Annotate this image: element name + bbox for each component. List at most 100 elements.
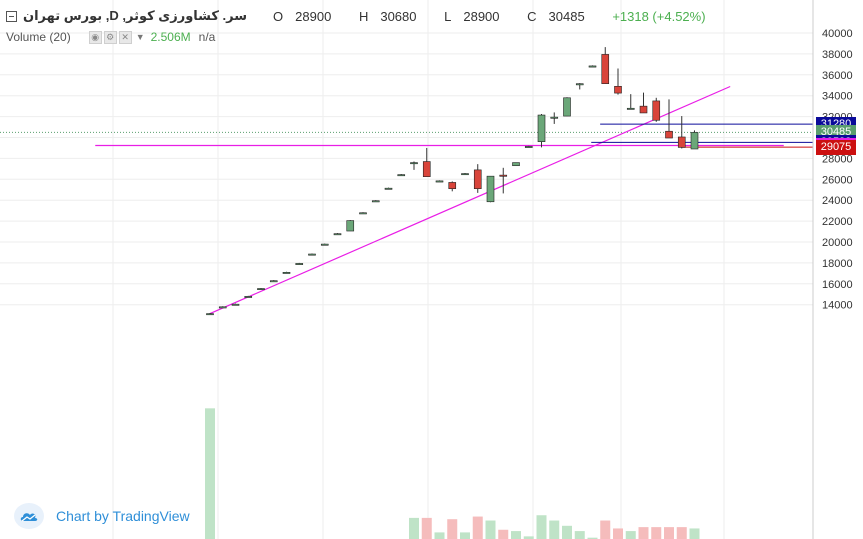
close-icon[interactable]: ✕ [118,30,132,44]
volume-bar [600,520,611,539]
candle [269,280,278,283]
candle-body [359,212,367,215]
candle-body [218,306,227,309]
candle-body [231,303,240,306]
candle-body [384,187,393,190]
candle-body [550,116,559,119]
candle-body [206,313,214,316]
candle [333,233,342,236]
candle-body [486,175,495,203]
candle [665,99,673,139]
candle [512,162,520,167]
low-value: 28900 [463,8,500,24]
candle-body [320,243,329,246]
tradingview-watermark[interactable]: Chart by TradingView [14,503,190,529]
candle-body [410,162,418,165]
volume-bar [421,517,432,539]
open-label: O [273,8,284,24]
candle [588,65,597,68]
y-tick-label: 26000 [822,174,853,186]
volume-bar [205,408,215,539]
chart-grid [0,0,813,539]
candle [397,174,406,177]
y-tick-label: 14000 [822,300,853,312]
candle [320,243,329,246]
candle [601,47,610,84]
y-tick-label: 24000 [822,195,853,207]
ohlc-values: O 28900 H 30680 L 28900 C 30485 +1318 (+4.52… [273,9,718,24]
volume-bar [536,515,547,539]
volume-value: 2.506M [150,30,191,44]
candle-body [639,105,648,114]
volume-bar [664,527,674,539]
symbol-legend: بورس تهران ,D ,سر. کشاورزی کوثر O 28900 H… [6,8,718,24]
candle-body [422,161,431,177]
candle-body [346,220,355,232]
candle [257,287,265,291]
candle-body [690,132,699,150]
candle [359,212,367,215]
volume-bar [562,525,572,539]
candle-body [537,114,546,142]
volume-bar [511,531,521,539]
volume-bar [613,528,623,539]
y-tick-label: 40000 [822,28,853,40]
eye-icon[interactable]: ◉ [88,30,102,44]
open-value: 28900 [295,8,332,24]
candle-body [435,180,444,183]
candle-body [614,85,622,94]
y-tick-label: 28000 [822,153,853,165]
chevron-down-icon[interactable]: ▼ [135,32,145,42]
price-axis[interactable]: 14000 16000 18000 20000 22000 24000 26000 28000… [812,0,853,539]
candle [473,164,482,193]
volume-label[interactable]: Volume (20) [6,30,71,44]
volume-bar [434,532,445,539]
volume-bar [587,537,598,539]
candle [435,180,444,183]
y-tick-label: 34000 [822,91,853,103]
candle [371,200,380,203]
candle [461,173,469,176]
y-tick-label: 16000 [822,279,853,291]
volume-bar [625,531,636,539]
candle-body [626,107,635,110]
cloud-icon [14,503,44,529]
candle [384,187,393,190]
candle [448,181,457,192]
candle-body [588,65,597,68]
candle [690,130,699,150]
high-value: 30680 [380,8,417,24]
candle-body [244,296,253,298]
y-tick-label: 22000 [822,216,853,228]
candle [652,97,661,122]
close-label: C [527,8,537,24]
candle-body [397,174,406,177]
candles[interactable] [206,47,699,316]
candle-body [652,100,661,121]
watermark-text: Chart by TradingView [56,508,190,524]
collapse-icon[interactable] [6,10,17,22]
candle [524,145,533,148]
volume-bar [472,516,483,539]
candle [677,116,686,149]
y-tick-label: 18000 [822,258,853,270]
volume-bar [485,520,496,539]
candle [626,94,635,110]
symbol-name[interactable]: بورس تهران ,D ,سر. کشاورزی کوثر [23,8,248,23]
candle-body [333,233,342,236]
volume-bar [574,531,585,539]
y-tick-label: 38000 [822,49,853,61]
candle [614,68,622,95]
candle [282,271,291,274]
candle [244,295,253,298]
volume-bar [651,527,662,539]
candle-body [295,263,304,265]
low-label: L [444,8,452,24]
candle-body [512,162,520,167]
gear-icon[interactable]: ⚙ [103,30,117,44]
volume-bar [638,527,649,539]
drawings[interactable] [0,85,813,315]
candle-body [677,136,686,148]
volume-bar [498,529,509,539]
